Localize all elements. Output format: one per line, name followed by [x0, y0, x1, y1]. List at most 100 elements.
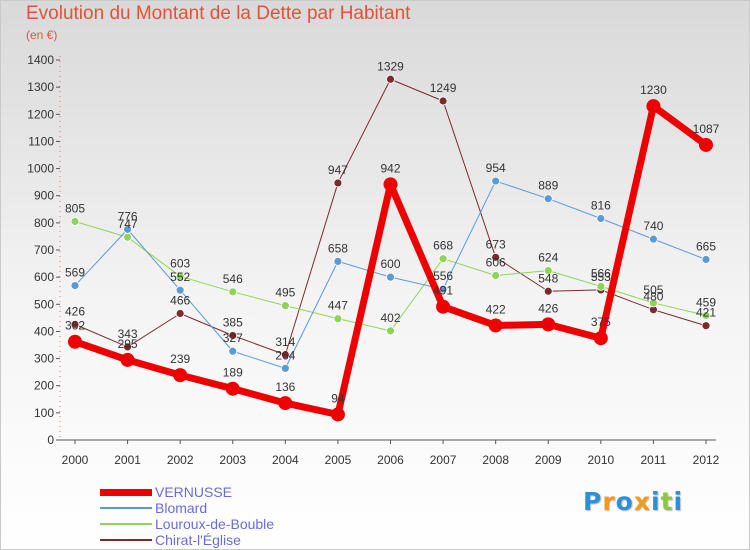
- x-tick-label: 2005: [325, 453, 352, 467]
- data-label: 189: [223, 366, 243, 380]
- data-label: 426: [65, 304, 85, 318]
- x-tick-label: 2010: [587, 453, 614, 467]
- data-point-blomard: [596, 214, 606, 223]
- data-point-blomard: [491, 176, 501, 186]
- y-tick-label: 1200: [27, 107, 54, 121]
- data-label: 422: [486, 302, 506, 316]
- x-tick-label: 2000: [62, 453, 89, 467]
- data-label: 673: [486, 237, 506, 251]
- legend-label-vernusse: VERNUSSE: [155, 484, 233, 500]
- data-label: 295: [118, 337, 138, 351]
- data-point-louroux-de-bouble: [649, 298, 658, 308]
- data-point-vernusse: [330, 407, 345, 422]
- data-point-vernusse: [225, 381, 240, 396]
- data-point-vernusse: [120, 352, 135, 367]
- data-point-vernusse: [593, 331, 608, 346]
- data-point-louroux-de-bouble: [175, 271, 185, 281]
- data-label: 552: [170, 270, 190, 284]
- data-point-vernusse: [278, 396, 293, 411]
- data-label: 314: [275, 335, 295, 349]
- data-point-blomard: [386, 272, 395, 282]
- data-label: 402: [380, 311, 400, 325]
- data-point-vernusse: [488, 318, 503, 333]
- data-point-blomard: [175, 285, 185, 295]
- legend-swatch-vernusse: [100, 488, 152, 496]
- data-point-blomard: [228, 346, 238, 356]
- x-tick-label: 2003: [219, 453, 246, 467]
- logo-letter: r: [602, 487, 616, 516]
- data-label: 375: [591, 315, 611, 329]
- data-point-blomard: [649, 234, 658, 244]
- data-point-blomard: [70, 281, 80, 290]
- data-label: 947: [328, 163, 348, 177]
- data-label: 385: [223, 316, 243, 330]
- data-point-chirat-l-glise: [280, 350, 290, 360]
- data-label: 1230: [640, 83, 667, 97]
- data-label: 343: [118, 327, 138, 341]
- legend-item-chirat: Chirat-l'Église: [100, 532, 274, 548]
- data-point-vernusse: [383, 177, 398, 192]
- data-label: 603: [170, 256, 190, 270]
- data-point-louroux-de-bouble: [123, 232, 132, 242]
- data-point-chirat-l-glise: [386, 74, 395, 84]
- data-point-blomard: [333, 256, 343, 266]
- data-label: 136: [275, 380, 295, 394]
- data-label: 566: [591, 266, 611, 280]
- legend-swatch-louroux: [100, 523, 152, 525]
- y-tick-label: 500: [34, 297, 54, 311]
- x-tick-label: 2002: [167, 453, 194, 467]
- data-label: 505: [643, 283, 663, 297]
- y-tick-label: 700: [34, 243, 54, 257]
- x-tick-label: 2004: [272, 453, 299, 467]
- data-label: 740: [643, 219, 663, 233]
- data-label: 600: [380, 257, 400, 271]
- y-tick-label: 400: [34, 324, 54, 338]
- data-label: 466: [170, 294, 190, 308]
- logo-letter: P: [583, 487, 603, 516]
- data-label: 569: [65, 266, 85, 280]
- y-tick-label: 1400: [27, 53, 54, 67]
- y-tick-label: 800: [34, 216, 54, 230]
- data-point-louroux-de-bouble: [386, 326, 395, 336]
- logo-letter: o: [615, 487, 634, 516]
- data-point-chirat-l-glise: [701, 321, 711, 331]
- legend-item-vernusse: VERNUSSE: [100, 484, 274, 500]
- data-point-vernusse: [68, 334, 82, 349]
- data-label: 747: [118, 217, 138, 231]
- data-point-louroux-de-bouble: [280, 301, 290, 311]
- legend-label-chirat: Chirat-l'Église: [155, 532, 241, 548]
- logo-letter: i: [651, 487, 661, 516]
- logo-letter: x: [633, 487, 651, 516]
- data-point-louroux-de-bouble: [491, 271, 501, 280]
- legend: VERNUSSE Blomard Louroux-de-Bouble Chira…: [100, 484, 274, 548]
- legend-label-louroux: Louroux-de-Bouble: [155, 516, 275, 532]
- logo-letter: t: [660, 487, 674, 516]
- data-point-louroux-de-bouble: [596, 281, 606, 291]
- y-tick-label: 1300: [27, 80, 54, 94]
- data-label: 889: [538, 179, 558, 193]
- data-label: 548: [538, 271, 558, 285]
- data-label: 942: [380, 161, 400, 175]
- chart-subtitle: (en €): [26, 28, 58, 42]
- data-label: 556: [433, 269, 453, 283]
- x-tick-label: 2007: [430, 453, 457, 467]
- data-label: 1329: [377, 59, 404, 73]
- chart-title: Evolution du Montant de la Dette par Hab…: [26, 3, 411, 24]
- data-point-chirat-l-glise: [543, 286, 553, 296]
- y-tick-label: 600: [34, 270, 54, 284]
- data-point-vernusse: [646, 99, 661, 114]
- data-point-vernusse: [173, 368, 188, 383]
- data-point-blomard: [123, 224, 132, 234]
- x-tick-label: 2011: [641, 453, 667, 467]
- data-point-louroux-de-bouble: [70, 217, 80, 226]
- legend-item-louroux: Louroux-de-Bouble: [100, 516, 274, 532]
- legend-item-blomard: Blomard: [100, 500, 274, 516]
- data-point-louroux-de-bouble: [228, 287, 238, 297]
- data-label: 805: [65, 202, 85, 216]
- data-point-chirat-l-glise: [123, 342, 132, 352]
- axes: 0 100 200 300 400 500 600 700 800 900 1000 1100 1200…: [27, 53, 719, 467]
- data-label: 459: [696, 295, 716, 309]
- y-tick-label: 100: [34, 406, 54, 420]
